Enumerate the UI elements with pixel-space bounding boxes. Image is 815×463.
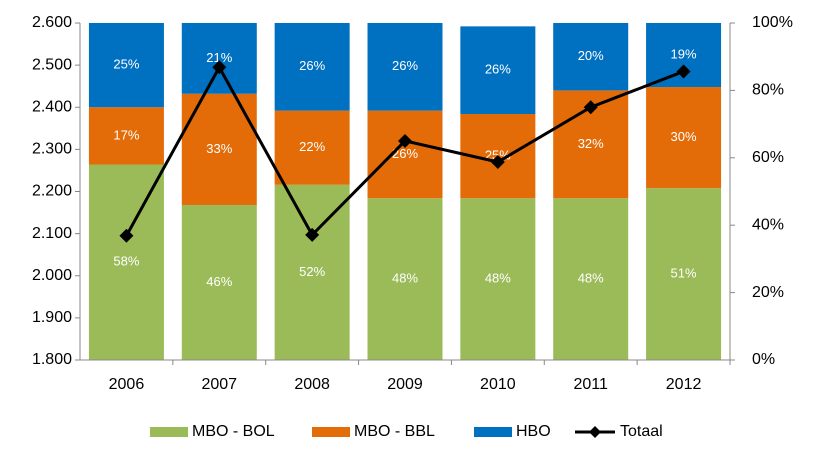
bar-segment	[553, 23, 629, 91]
bar-segment	[646, 87, 722, 189]
y2-tick-label: 80%	[752, 82, 784, 99]
data-label: 19%	[671, 46, 697, 61]
legend-marker	[589, 426, 601, 438]
line-marker	[583, 100, 598, 115]
data-label: 48%	[578, 271, 604, 286]
y-tick-label: 2.200	[32, 183, 72, 200]
y-tick-label: 2.400	[32, 98, 72, 115]
line-marker	[119, 228, 134, 243]
y2-tick-label: 40%	[752, 216, 784, 233]
data-label: 30%	[671, 129, 697, 144]
y2-tick-label: 0%	[752, 351, 775, 368]
x-tick-label: 2011	[574, 376, 609, 393]
data-label: 26%	[392, 146, 418, 161]
y2-tick-label: 20%	[752, 284, 784, 301]
bar-segment	[646, 188, 722, 360]
legend-label: Totaal	[620, 423, 663, 440]
data-label: 33%	[206, 141, 232, 156]
bar-segment	[460, 26, 536, 114]
bar-segment	[88, 107, 164, 165]
y-tick-label: 2.100	[32, 225, 72, 242]
data-label: 25%	[113, 57, 139, 72]
bar-segment	[181, 204, 257, 360]
bar-segment	[88, 164, 164, 360]
data-label: 26%	[392, 58, 418, 73]
data-label: 17%	[113, 127, 139, 142]
bar-segment	[367, 23, 443, 111]
data-label: 20%	[578, 48, 604, 63]
line-marker	[212, 60, 227, 75]
line-marker	[398, 133, 412, 148]
x-tick-label: 2009	[387, 376, 423, 393]
x-tick-label: 2006	[109, 376, 145, 393]
bar-segment	[274, 184, 350, 360]
bar-segment	[367, 110, 443, 199]
x-tick-label: 2010	[480, 376, 516, 393]
y-tick-label: 2.500	[32, 56, 72, 73]
legend-swatch	[312, 427, 350, 437]
legend-swatch	[474, 427, 512, 437]
bar-segment	[274, 23, 350, 111]
bar-segment	[88, 23, 164, 108]
data-label: 22%	[299, 139, 325, 154]
bar-segment	[460, 198, 536, 360]
y2-tick-label: 100%	[752, 14, 793, 31]
data-label: 48%	[392, 271, 418, 286]
data-label: 21%	[206, 50, 232, 65]
legend-label: HBO	[516, 423, 551, 440]
line-marker	[305, 227, 320, 242]
y-tick-label: 1.900	[32, 309, 72, 326]
y-tick-label: 2.000	[32, 267, 72, 284]
bar-segment	[274, 110, 350, 185]
y-tick-label: 2.600	[32, 14, 72, 31]
x-tick-label: 2012	[666, 376, 702, 393]
bar-segment	[367, 198, 443, 360]
legend-swatch	[150, 427, 188, 437]
y-tick-label: 1.800	[32, 351, 72, 368]
line-marker	[490, 155, 505, 170]
legend-label: MBO - BBL	[354, 423, 435, 440]
data-label: 51%	[671, 266, 697, 281]
data-label: 26%	[299, 58, 325, 73]
x-tick-label: 2007	[201, 376, 237, 393]
data-label: 48%	[485, 271, 511, 286]
data-label: 46%	[206, 274, 232, 289]
data-label: 26%	[485, 62, 511, 77]
data-label: 32%	[578, 136, 604, 151]
legend-label: MBO - BOL	[192, 423, 275, 440]
line-marker	[676, 64, 691, 79]
y2-tick-label: 60%	[752, 149, 784, 166]
x-tick-label: 2008	[294, 376, 330, 393]
bar-segment	[553, 198, 629, 360]
bar-segment	[181, 23, 257, 94]
data-label: 58%	[113, 254, 139, 269]
data-label: 52%	[299, 264, 325, 279]
y-tick-label: 2.300	[32, 141, 72, 158]
